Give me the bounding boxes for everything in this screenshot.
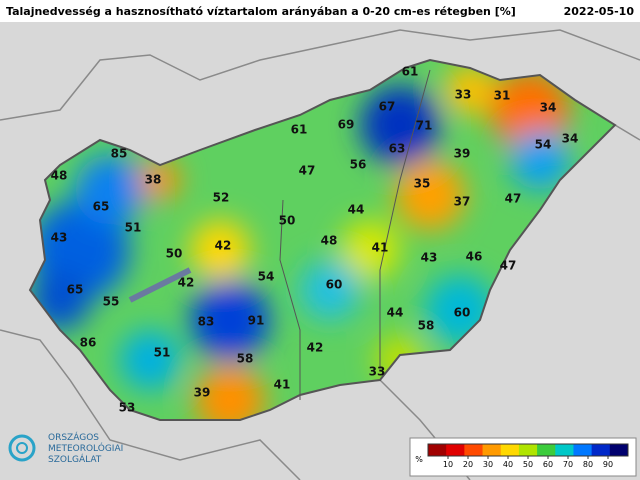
station-value: 35 [414,177,431,191]
legend-swatch [428,444,447,456]
logo-text: METEOROLÓGIAI [48,442,123,454]
station-value: 58 [237,352,254,366]
station-value: 42 [178,276,195,290]
legend-swatch [537,444,556,456]
station-value: 34 [540,101,557,115]
legend-tick-label: 20 [463,460,473,469]
station-value: 60 [454,306,471,320]
legend-swatch [609,444,629,456]
station-value: 50 [279,214,296,228]
legend-tick-label: 50 [523,460,533,469]
legend-tick-label: 10 [443,460,453,469]
station-value: 38 [145,173,162,187]
station-value: 33 [369,365,386,379]
station-value: 65 [67,283,84,297]
logo-text: ORSZÁGOS [48,431,99,443]
station-value: 53 [119,401,136,415]
station-value: 55 [103,295,120,309]
logo-icon [8,434,36,462]
station-value: 60 [326,278,343,292]
legend-swatch [591,444,611,456]
station-value: 34 [562,132,579,146]
legend-swatch [555,444,574,456]
station-value: 61 [402,65,419,79]
station-value: 50 [166,247,183,261]
legend-tick-label: 70 [563,460,573,469]
station-value: 65 [93,200,110,214]
station-value: 71 [416,119,433,133]
station-value: 58 [418,319,435,333]
station-value: 39 [454,147,471,161]
station-value: 85 [111,147,128,161]
lake-balaton [128,267,192,303]
station-value: 51 [154,346,171,360]
station-value: 41 [274,378,291,392]
station-value: 54 [258,270,275,284]
river-tisza [379,69,431,370]
legend-tick-label: 30 [483,460,493,469]
station-value: 47 [505,192,522,206]
station-value: 52 [213,191,230,205]
station-value: 56 [350,158,367,172]
station-value: 61 [291,123,308,137]
station-value: 48 [321,234,338,248]
station-value: 31 [494,89,511,103]
legend-swatch [446,444,465,456]
station-value: 63 [389,142,406,156]
legend-tick-label: 60 [543,460,553,469]
station-value: 43 [51,231,68,245]
title: Talajnedvesség a hasznosítható víztartal… [6,5,516,18]
station-value: 91 [248,314,265,328]
station-value: 37 [454,195,471,209]
station-value: 83 [198,315,215,329]
station-value: 46 [466,250,483,264]
station-value: 42 [307,341,324,355]
station-value: 47 [500,259,517,273]
station-value: 67 [379,100,396,114]
station-value: 48 [51,169,68,183]
date: 2022-05-10 [564,5,635,18]
logo-text: SZOLGÁLAT [48,453,102,465]
station-value: 42 [215,239,232,253]
legend-swatch [573,444,593,456]
legend-tick-label: 40 [503,460,513,469]
legend-swatch [464,444,484,456]
legend-swatch [482,444,502,456]
station-value: 44 [387,306,404,320]
legend-swatch [518,444,538,456]
title-bar [0,0,640,22]
legend-unit: % [415,455,423,464]
logo-icon [16,442,28,454]
station-value: 51 [125,221,142,235]
station-value: 44 [348,203,365,217]
legend-tick-label: 80 [583,460,593,469]
logo: ORSZÁGOS METEOROLÓGIAI SZOLGÁLAT [8,431,123,465]
station-value: 43 [421,251,438,265]
station-value: 33 [455,88,472,102]
legend-tick-label: 90 [603,460,613,469]
station-value: 39 [194,386,211,400]
station-value: 69 [338,118,355,132]
station-value: 47 [299,164,316,178]
legend-swatch [500,444,520,456]
river-danube [279,199,301,400]
station-value: 86 [80,336,97,350]
station-value: 54 [535,138,552,152]
station-value: 41 [372,241,389,255]
